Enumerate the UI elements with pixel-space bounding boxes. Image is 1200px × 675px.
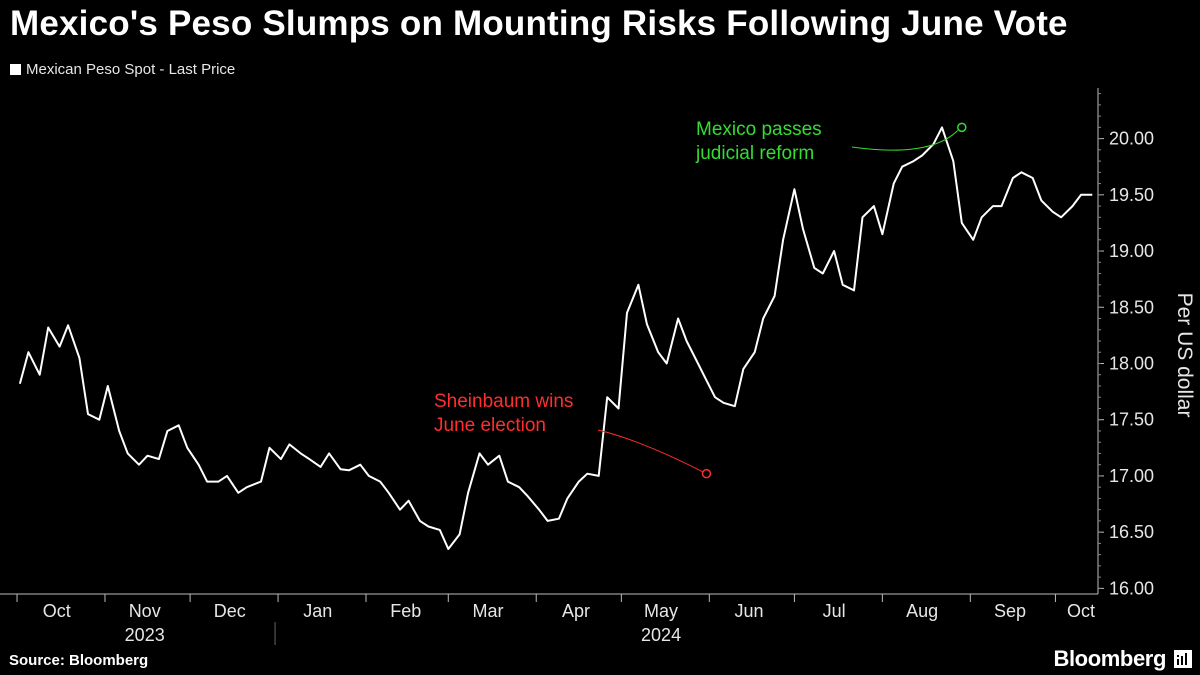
y-axis-title: Per US dollar bbox=[1173, 293, 1196, 418]
y-tick-label: 20.00 bbox=[1109, 129, 1154, 149]
x-tick-label: May bbox=[644, 601, 678, 621]
y-tick-label: 16.50 bbox=[1109, 522, 1154, 542]
year-label: 2023 bbox=[125, 625, 165, 645]
source-label: Source: Bloomberg bbox=[9, 652, 149, 669]
y-tick-label: 16.00 bbox=[1109, 578, 1154, 598]
election-annotation-text: Sheinbaum wins bbox=[434, 391, 573, 412]
election-leader-line bbox=[597, 429, 703, 473]
y-tick-label: 17.00 bbox=[1109, 466, 1154, 486]
x-tick-label: Sep bbox=[994, 601, 1026, 621]
x-tick-label: Jun bbox=[735, 601, 764, 621]
legend-label: Mexican Peso Spot - Last Price bbox=[26, 61, 236, 78]
chart-title: Mexico's Peso Slumps on Mounting Risks F… bbox=[10, 4, 1068, 43]
year-label: 2024 bbox=[641, 625, 681, 645]
x-tick-label: Jul bbox=[823, 601, 846, 621]
y-tick-label: 18.50 bbox=[1109, 297, 1154, 317]
x-tick-label: Dec bbox=[214, 601, 246, 621]
reform-leader-line bbox=[851, 130, 959, 151]
election-marker bbox=[701, 468, 712, 479]
election-annotation-text: June election bbox=[434, 415, 546, 436]
legend-swatch bbox=[10, 64, 21, 75]
x-tick-label: Oct bbox=[43, 601, 71, 621]
bloomberg-terminal-icon bbox=[1174, 650, 1192, 668]
x-tick-label: Mar bbox=[473, 601, 504, 621]
y-tick-label: 18.00 bbox=[1109, 353, 1154, 373]
y-tick-label: 17.50 bbox=[1109, 410, 1154, 430]
x-tick-label: Apr bbox=[562, 601, 590, 621]
bloomberg-logo: Bloomberg bbox=[1053, 646, 1166, 671]
y-tick-label: 19.50 bbox=[1109, 185, 1154, 205]
x-tick-label: Nov bbox=[129, 601, 161, 621]
legend: Mexican Peso Spot - Last Price bbox=[10, 61, 235, 78]
x-tick-label: Aug bbox=[906, 601, 938, 621]
reform-marker bbox=[957, 122, 967, 133]
x-tick-label: Oct bbox=[1067, 601, 1095, 621]
reform-annotation-text: judicial reform bbox=[695, 143, 814, 164]
x-tick-label: Feb bbox=[390, 601, 421, 621]
series-line-peso bbox=[18, 126, 1093, 550]
reform-annotation-text: Mexico passes bbox=[696, 119, 822, 140]
x-tick-label: Jan bbox=[303, 601, 332, 621]
y-tick-label: 19.00 bbox=[1109, 241, 1154, 261]
